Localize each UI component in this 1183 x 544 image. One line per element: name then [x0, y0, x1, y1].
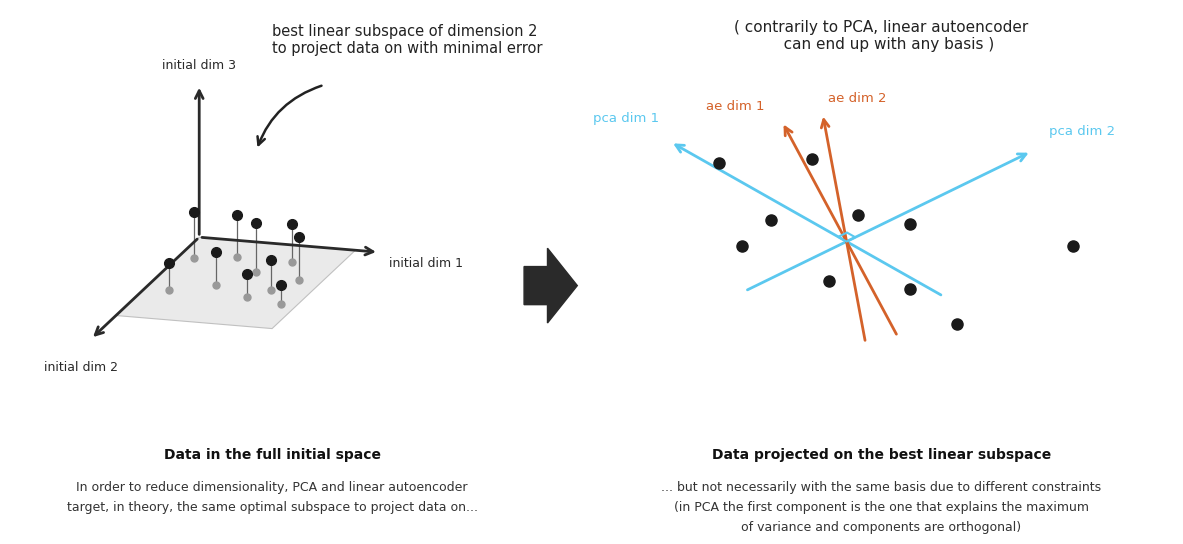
Text: initial dim 2: initial dim 2 [44, 361, 117, 374]
Text: ... but not necessarily with the same basis due to different constraints
(in PCA: ... but not necessarily with the same ba… [661, 481, 1101, 534]
Text: ae dim 2: ae dim 2 [828, 92, 887, 105]
Text: In order to reduce dimensionality, PCA and linear autoencoder
target, in theory,: In order to reduce dimensionality, PCA a… [66, 481, 478, 514]
Text: Data in the full initial space: Data in the full initial space [163, 448, 381, 462]
Text: pca dim 1: pca dim 1 [593, 112, 659, 125]
Text: pca dim 2: pca dim 2 [1048, 126, 1114, 138]
FancyArrow shape [524, 248, 577, 323]
Text: best linear subspace of dimension 2
to project data on with minimal error: best linear subspace of dimension 2 to p… [272, 24, 543, 57]
Text: Data projected on the best linear subspace: Data projected on the best linear subspa… [712, 448, 1051, 462]
Text: initial dim 1: initial dim 1 [389, 257, 464, 269]
Text: ( contrarily to PCA, linear autoencoder
   can end up with any basis ): ( contrarily to PCA, linear autoencoder … [735, 20, 1028, 52]
Polygon shape [116, 237, 355, 329]
Text: initial dim 3: initial dim 3 [162, 59, 237, 72]
Text: ae dim 1: ae dim 1 [706, 100, 764, 113]
